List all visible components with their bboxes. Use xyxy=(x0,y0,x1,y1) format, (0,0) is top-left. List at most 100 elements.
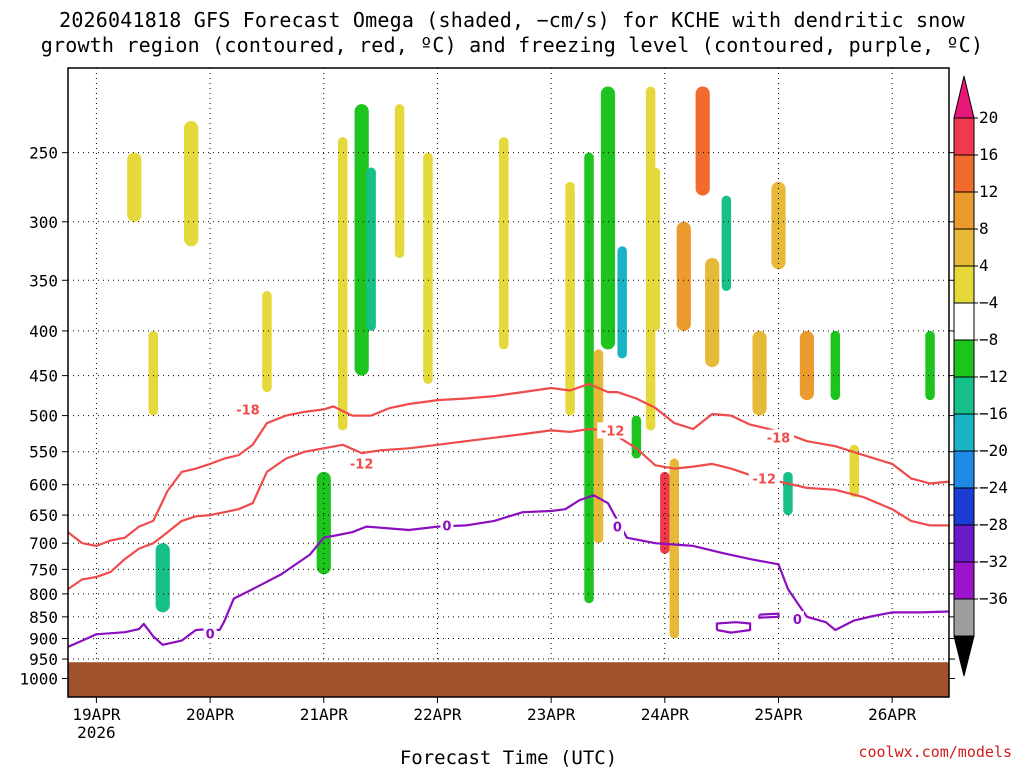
omega-blob-8 xyxy=(366,167,376,331)
x-tick-label: 23APR xyxy=(527,705,576,724)
contour-label: 0 xyxy=(442,519,451,534)
y-tick-label: 550 xyxy=(29,443,58,462)
terrain-fill xyxy=(68,662,949,697)
omega-blob-0 xyxy=(127,152,142,222)
colorbar-swatch xyxy=(953,117,975,156)
omega-blob-21 xyxy=(669,458,680,639)
omega-blob-1 xyxy=(148,330,158,416)
colorbar-label: −32 xyxy=(979,552,1008,571)
colorbar-label: 20 xyxy=(979,108,998,127)
omega-blob-9 xyxy=(394,104,405,258)
omega-blob-14 xyxy=(593,349,604,544)
omega-shading-layer xyxy=(127,86,935,639)
contour-label: -18 xyxy=(236,403,260,418)
omega-blob-25 xyxy=(721,195,732,291)
colorbar-bottom-arrow xyxy=(953,635,975,677)
omega-blob-6 xyxy=(337,137,348,431)
x-tick-label: 25APR xyxy=(754,705,803,724)
y-tick-label: 250 xyxy=(29,144,58,163)
colorbar-swatch xyxy=(953,524,975,563)
colorbar-label: −16 xyxy=(979,404,1008,423)
y-tick-label: 650 xyxy=(29,506,58,525)
x-tick-label: 21APR xyxy=(300,705,349,724)
omega-blob-31 xyxy=(849,444,860,498)
omega-blob-7 xyxy=(354,104,369,376)
colorbar-label: 8 xyxy=(979,219,989,238)
closed-contour-0 xyxy=(715,621,752,634)
contour-label-bg xyxy=(610,518,624,535)
omega-blob-23 xyxy=(695,86,710,196)
contour-label-bg xyxy=(232,401,264,418)
contour-label-bg xyxy=(346,455,378,472)
x-axis-title: Forecast Time (UTC) xyxy=(400,747,617,768)
colorbar-label: −8 xyxy=(979,330,998,349)
colorbar-label: −20 xyxy=(979,441,1008,460)
y-tick-label: 700 xyxy=(29,534,58,553)
omega-blob-28 xyxy=(783,471,793,516)
contour-label-bg xyxy=(748,470,780,487)
omega-blob-30 xyxy=(830,330,841,401)
colorbar-swatch xyxy=(953,228,975,267)
colorbar-label: 16 xyxy=(979,145,998,164)
contour-line-1 xyxy=(67,427,949,591)
colorbar-label: −4 xyxy=(979,293,998,312)
y-tick-label: 750 xyxy=(29,560,58,579)
contour-line-0 xyxy=(67,382,950,547)
omega-blob-26 xyxy=(752,330,767,416)
colorbar-swatch xyxy=(953,450,975,489)
omega-blob-2 xyxy=(155,543,170,613)
contour-label: -12 xyxy=(350,457,374,472)
y-tick-label: 950 xyxy=(29,650,58,669)
colorbar-label: 12 xyxy=(979,182,998,201)
contour-label-bg xyxy=(790,611,804,628)
contour-line-2 xyxy=(67,494,950,648)
x-tick-label: 20APR xyxy=(186,705,235,724)
y-tick-label: 800 xyxy=(29,585,58,604)
contour-label-bg xyxy=(440,517,454,534)
x-tick-label: 22APR xyxy=(413,705,462,724)
colorbar-top-arrow xyxy=(953,75,975,119)
contour-label-bg xyxy=(203,625,217,642)
contour-label: -18 xyxy=(767,432,791,447)
colorbar-swatch xyxy=(953,265,975,304)
omega-blob-27 xyxy=(771,181,786,270)
y-axis: 250 300 350 400 450 500 550 600 650 700 750 800 850 9… xyxy=(19,144,955,688)
colorbar-label: −24 xyxy=(979,478,1008,497)
omega-blob-11 xyxy=(499,137,509,350)
omega-blob-16 xyxy=(617,246,627,359)
y-tick-label: 850 xyxy=(29,608,58,627)
colorbar-label: 4 xyxy=(979,256,989,275)
contour-label: 0 xyxy=(206,627,215,642)
omega-blob-29 xyxy=(799,330,815,401)
omega-blob-32 xyxy=(925,330,935,401)
omega-blob-10 xyxy=(423,152,433,384)
chart-title-line2: growth region (contoured, red, ºC) and f… xyxy=(40,33,984,57)
omega-blob-19 xyxy=(650,167,661,331)
omega-blob-22 xyxy=(676,221,691,331)
omega-blob-13 xyxy=(584,152,594,604)
contour-label: 0 xyxy=(793,613,802,628)
omega-blob-3 xyxy=(184,121,199,247)
colorbar-swatch xyxy=(953,191,975,230)
credit-link[interactable]: coolwx.com/models xyxy=(858,743,1012,761)
y-tick-label: 400 xyxy=(29,322,58,341)
contour-layer: -18 -18 -12 -12 -12 0 0 0 0 xyxy=(67,382,950,648)
contour-label-bg xyxy=(597,422,629,439)
colorbar: 20 16 12 8 4 −4 −8 −12 −16 −20 −24 −28 −32 −36 xyxy=(953,75,1008,677)
contour-label: -12 xyxy=(753,472,777,487)
y-tick-label: 900 xyxy=(29,630,58,649)
y-tick-label: 600 xyxy=(29,476,58,495)
x-tick-label: 26APR xyxy=(868,705,917,724)
colorbar-swatch xyxy=(953,154,975,193)
chart-title-line1: 2026041818 GFS Forecast Omega (shaded, −… xyxy=(59,8,965,32)
y-tick-label: 350 xyxy=(29,271,58,290)
y-tick-label: 450 xyxy=(29,367,58,386)
colorbar-swatch xyxy=(953,487,975,526)
closed-contour-1 xyxy=(758,612,780,619)
colorbar-label: −12 xyxy=(979,367,1008,386)
x-tick-label: 24APR xyxy=(641,705,690,724)
colorbar-label: −28 xyxy=(979,515,1008,534)
omega-blob-24 xyxy=(705,257,720,368)
